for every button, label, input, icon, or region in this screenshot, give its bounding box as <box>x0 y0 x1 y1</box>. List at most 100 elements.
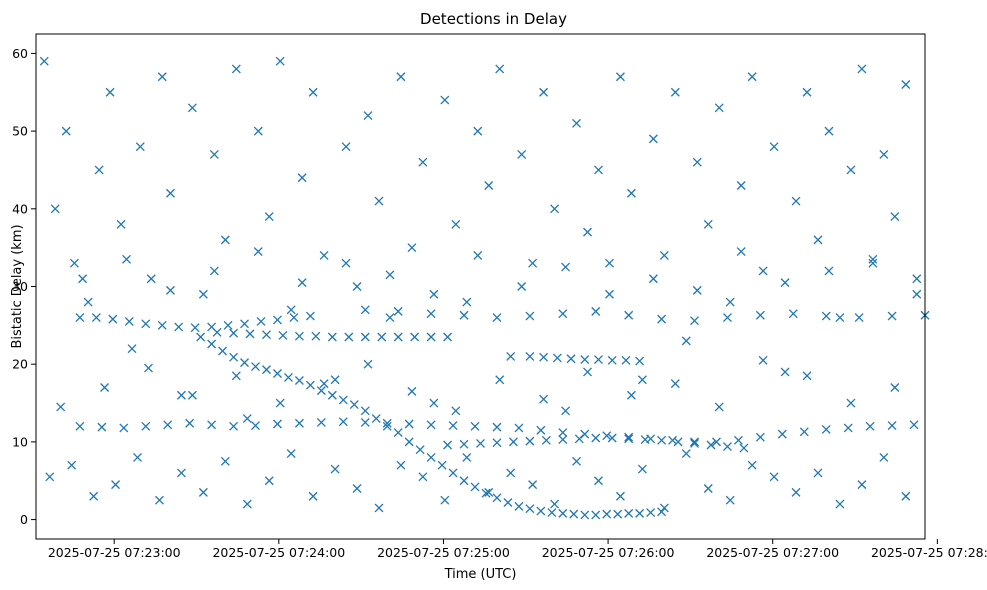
data-point-marker <box>272 369 282 378</box>
data-point-marker <box>341 142 351 152</box>
data-point-marker <box>673 437 683 447</box>
data-point-marker <box>668 435 678 445</box>
data-point-marker <box>374 196 384 206</box>
data-point-marker <box>443 440 453 450</box>
data-point-marker <box>591 433 601 443</box>
data-point-marker <box>476 438 485 448</box>
data-point-marker <box>506 351 516 361</box>
data-point-marker <box>220 456 230 466</box>
y-axis-label: Bistatic Delay (km) <box>10 224 25 348</box>
data-point-marker <box>155 495 164 505</box>
data-point-marker <box>484 487 494 497</box>
data-point-marker <box>802 87 812 97</box>
data-point-marker <box>879 149 889 159</box>
data-point-marker <box>657 507 667 517</box>
data-point-marker <box>739 443 749 453</box>
data-point-marker <box>539 87 549 97</box>
data-point-marker <box>514 423 524 433</box>
data-point-marker <box>111 480 121 490</box>
data-point-marker <box>69 258 79 268</box>
data-point-marker <box>583 367 592 377</box>
data-point-marker <box>218 346 228 356</box>
data-point-marker <box>791 196 801 206</box>
data-point-marker <box>242 414 252 424</box>
series-4 <box>75 417 919 447</box>
data-point-marker <box>879 452 889 462</box>
data-point-marker <box>144 363 153 373</box>
data-point-marker <box>327 332 337 342</box>
data-point-marker <box>857 64 867 74</box>
data-point-marker <box>157 320 167 330</box>
data-point-marker <box>747 72 757 82</box>
data-point-marker <box>459 310 469 320</box>
data-point-marker <box>648 134 658 144</box>
data-point-marker <box>316 418 326 427</box>
data-point-marker <box>185 418 195 428</box>
data-point-marker <box>901 491 911 501</box>
data-point-marker <box>429 289 439 299</box>
data-point-marker <box>311 331 321 341</box>
data-point-marker <box>165 188 175 198</box>
data-point-marker <box>294 376 304 385</box>
data-point-marker <box>283 372 293 382</box>
data-point-marker <box>690 437 699 447</box>
data-point-marker <box>278 330 288 340</box>
data-point-marker <box>572 118 581 128</box>
data-point-marker <box>105 87 115 97</box>
data-point-marker <box>393 428 403 438</box>
data-point-marker <box>777 429 787 439</box>
data-point-marker <box>648 274 658 284</box>
data-point-marker <box>163 420 173 430</box>
data-point-marker <box>508 437 518 447</box>
data-point-marker <box>61 126 71 136</box>
x-tick-label: 2025-07-25 07:28:00 <box>871 545 987 560</box>
data-point-marker <box>382 421 392 431</box>
data-point-marker <box>561 406 571 416</box>
data-point-marker <box>165 285 175 295</box>
series-2 <box>75 305 930 333</box>
data-point-marker <box>755 310 765 320</box>
data-point-marker <box>492 313 502 323</box>
data-point-marker <box>733 435 743 445</box>
data-point-marker <box>264 212 274 222</box>
data-point-marker <box>594 355 603 364</box>
data-point-marker <box>857 480 867 490</box>
data-point-marker <box>245 329 255 339</box>
data-point-marker <box>341 258 351 268</box>
data-point-marker <box>725 495 735 505</box>
data-point-marker <box>100 383 110 392</box>
y-tick-label: 10 <box>12 434 28 449</box>
data-point-marker <box>360 332 370 342</box>
data-point-marker <box>615 491 625 501</box>
data-point-marker <box>407 386 417 396</box>
data-point-marker <box>681 449 691 458</box>
data-point-marker <box>385 313 395 323</box>
data-point-marker <box>824 126 834 136</box>
data-point-marker <box>344 332 354 342</box>
data-point-marker <box>536 425 546 435</box>
data-point-marker <box>525 504 535 514</box>
data-point-marker <box>536 506 546 516</box>
data-point-marker <box>459 476 469 486</box>
data-point-marker <box>374 503 384 513</box>
data-point-marker <box>583 227 592 237</box>
data-point-marker <box>755 432 765 442</box>
data-point-marker <box>404 419 414 429</box>
data-point-marker <box>621 355 631 365</box>
data-point-marker <box>231 64 241 74</box>
data-point-marker <box>385 270 395 280</box>
data-point-marker <box>56 402 66 412</box>
data-point-marker <box>251 421 260 431</box>
data-point-marker <box>528 258 538 268</box>
x-tick-label: 2025-07-25 07:27:00 <box>706 545 839 560</box>
data-point-marker <box>558 435 568 445</box>
data-point-marker <box>594 476 603 486</box>
data-point-marker <box>209 149 219 159</box>
data-point-marker <box>591 510 601 520</box>
data-point-marker <box>418 157 428 167</box>
data-point-marker <box>552 353 562 363</box>
data-point-marker <box>264 476 274 486</box>
data-point-marker <box>835 499 845 509</box>
data-point-marker <box>506 468 516 478</box>
data-point-marker <box>657 435 667 445</box>
